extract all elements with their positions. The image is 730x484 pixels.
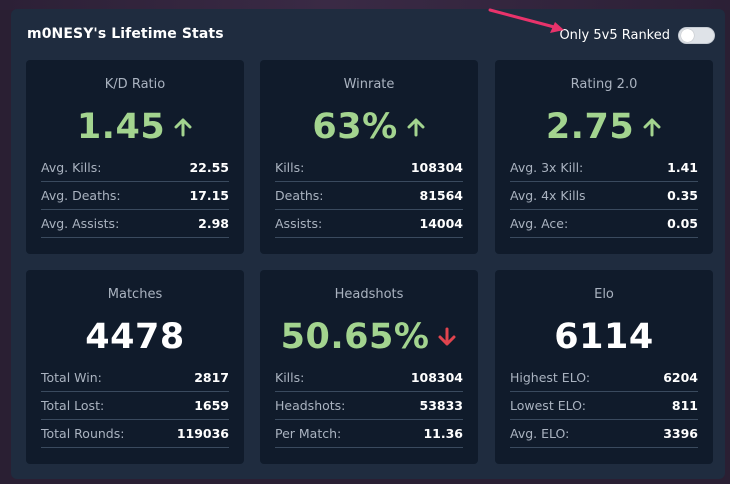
main-value-text: 2.75	[545, 107, 635, 147]
card-title: Rating 2.0	[570, 77, 638, 92]
stat-row: Avg. Kills: 22.55	[41, 154, 229, 182]
panel-title: m0NESY's Lifetime Stats	[27, 26, 224, 42]
stat-row: Assists: 14004	[275, 210, 463, 238]
stat-row: Total Lost: 1659	[41, 392, 229, 420]
stat-row: Total Rounds: 119036	[41, 420, 229, 448]
main-value-text: 50.65%	[280, 317, 430, 357]
stat-card-elo: Elo 6114 Highest ELO: 6204 Lowest ELO: 811…	[495, 270, 713, 464]
trend-up-icon	[174, 118, 192, 137]
stat-rows: Kills: 108304 Headshots: 53833 Per Match: 1…	[275, 364, 463, 448]
card-title: Winrate	[343, 77, 395, 92]
stat-value: 1659	[194, 398, 229, 413]
stat-value: 53833	[419, 398, 464, 413]
page-backdrop	[0, 0, 730, 10]
main-value-text: 63%	[312, 107, 398, 147]
stat-value: 2817	[194, 370, 229, 385]
stat-value: 811	[671, 398, 698, 413]
annotation-arrow-icon	[488, 8, 564, 33]
stat-value: 0.35	[667, 188, 698, 203]
stat-label: Kills:	[275, 370, 305, 385]
stat-label: Kills:	[275, 160, 305, 175]
stat-label: Avg. Kills:	[41, 160, 102, 175]
trend-up-icon	[643, 118, 661, 137]
stat-row: Lowest ELO: 811	[510, 392, 698, 420]
stat-row: Per Match: 11.36	[275, 420, 463, 448]
stat-label: Assists:	[275, 216, 323, 231]
stat-card-rating: Rating 2.0 2.75 Avg. 3x Kill: 1.41 Avg. 4…	[495, 60, 713, 254]
stat-card-winrate: Winrate 63% Kills: 108304 Deaths: 81564 As…	[260, 60, 478, 254]
stat-rows: Total Win: 2817 Total Lost: 1659 Total Rou…	[41, 364, 229, 448]
stat-row: Avg. 4x Kills 0.35	[510, 182, 698, 210]
stat-label: Headshots:	[275, 398, 346, 413]
stat-rows: Avg. 3x Kill: 1.41 Avg. 4x Kills 0.35 Avg.…	[510, 154, 698, 238]
stat-card-kd-ratio: K/D Ratio 1.45 Avg. Kills: 22.55 Avg. Dea…	[26, 60, 244, 254]
stat-card-headshots: Headshots 50.65% Kills: 108304 Headshots:…	[260, 270, 478, 464]
card-title: Matches	[107, 287, 163, 302]
card-title: K/D Ratio	[104, 77, 166, 92]
stat-row: Avg. Deaths: 17.15	[41, 182, 229, 210]
stat-rows: Avg. Kills: 22.55 Avg. Deaths: 17.15 Avg. …	[41, 154, 229, 238]
stat-rows: Highest ELO: 6204 Lowest ELO: 811 Avg. ELO…	[510, 364, 698, 448]
stat-row: Kills: 108304	[275, 154, 463, 182]
card-main-value: 6114	[495, 312, 713, 362]
stat-label: Lowest ELO:	[510, 398, 586, 413]
stat-label: Highest ELO:	[510, 370, 591, 385]
stat-value: 81564	[419, 188, 464, 203]
card-title: Elo	[594, 287, 614, 302]
card-main-value: 63%	[260, 102, 478, 152]
stat-row: Total Win: 2817	[41, 364, 229, 392]
stat-row: Avg. ELO: 3396	[510, 420, 698, 448]
ranked-filter[interactable]: Only 5v5 Ranked	[559, 25, 715, 45]
stat-label: Avg. 3x Kill:	[510, 160, 584, 175]
stat-value: 22.55	[189, 160, 229, 175]
stat-label: Avg. 4x Kills	[510, 188, 586, 203]
card-main-value: 4478	[26, 312, 244, 362]
stat-label: Deaths:	[275, 188, 324, 203]
stat-label: Avg. ELO:	[510, 426, 570, 441]
main-value-text: 4478	[85, 317, 185, 357]
stat-label: Avg. Ace:	[510, 216, 569, 231]
main-value-text: 1.45	[76, 107, 166, 147]
card-title: Headshots	[334, 287, 404, 302]
stat-value: 2.98	[198, 216, 229, 231]
stat-label: Avg. Assists:	[41, 216, 120, 231]
trend-up-icon	[407, 118, 425, 137]
card-main-value: 2.75	[495, 102, 713, 152]
stat-row: Kills: 108304	[275, 364, 463, 392]
stat-row: Avg. Ace: 0.05	[510, 210, 698, 238]
stat-label: Total Lost:	[41, 398, 105, 413]
stat-value: 14004	[419, 216, 464, 231]
card-main-value: 1.45	[26, 102, 244, 152]
stat-label: Total Win:	[41, 370, 102, 385]
stat-row: Deaths: 81564	[275, 182, 463, 210]
stat-row: Highest ELO: 6204	[510, 364, 698, 392]
stat-value: 17.15	[189, 188, 229, 203]
main-value-text: 6114	[554, 317, 654, 357]
stat-value: 0.05	[667, 216, 698, 231]
ranked-toggle-switch[interactable]	[678, 26, 715, 44]
stat-value: 6204	[663, 370, 698, 385]
card-main-value: 50.65%	[260, 312, 478, 362]
trend-down-icon	[438, 327, 456, 346]
stat-value: 108304	[410, 370, 463, 385]
stat-row: Avg. 3x Kill: 1.41	[510, 154, 698, 182]
toggle-knob	[681, 28, 694, 42]
stat-label: Avg. Deaths:	[41, 188, 121, 203]
stat-row: Avg. Assists: 2.98	[41, 210, 229, 238]
lifetime-stats-panel: m0NESY's Lifetime Stats Only 5v5 Ranked …	[11, 9, 725, 479]
stat-value: 119036	[176, 426, 229, 441]
stat-label: Per Match:	[275, 426, 342, 441]
stat-value: 1.41	[667, 160, 698, 175]
stat-value: 11.36	[423, 426, 463, 441]
stat-rows: Kills: 108304 Deaths: 81564 Assists: 14004	[275, 154, 463, 238]
stat-value: 3396	[663, 426, 698, 441]
stat-label: Total Rounds:	[41, 426, 125, 441]
stat-value: 108304	[410, 160, 463, 175]
ranked-toggle-label: Only 5v5 Ranked	[559, 27, 670, 43]
stat-card-matches: Matches 4478 Total Win: 2817 Total Lost: 1…	[26, 270, 244, 464]
stat-row: Headshots: 53833	[275, 392, 463, 420]
